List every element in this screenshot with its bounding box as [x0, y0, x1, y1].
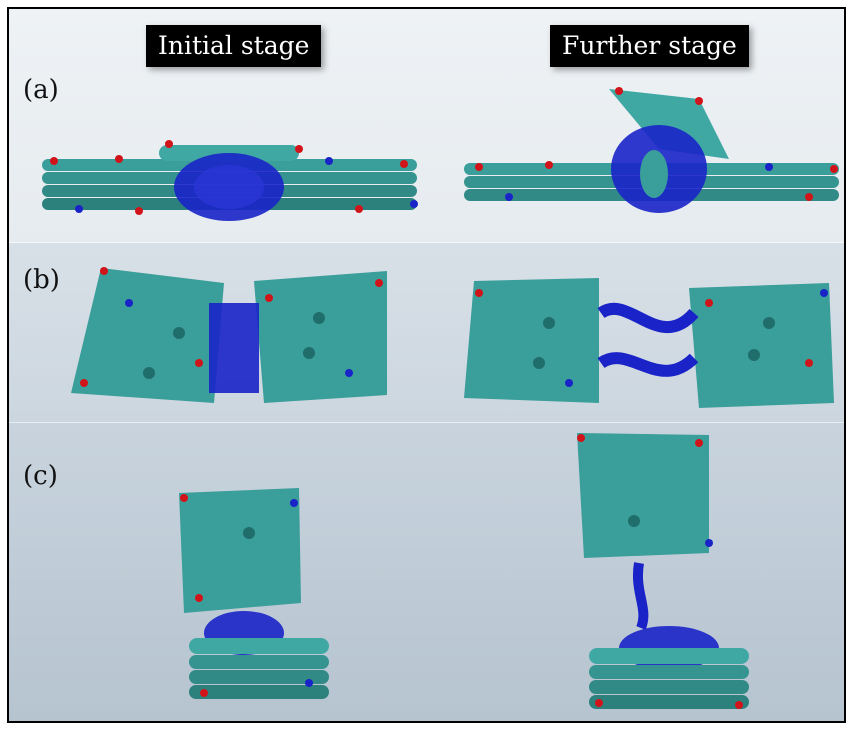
panel-c-scene — [179, 433, 749, 709]
figure-frame: (a) — [7, 7, 846, 723]
functional-groups-c — [180, 434, 743, 709]
panel-label-a: (a) — [23, 75, 59, 105]
panel-b: (b) — [9, 242, 844, 423]
panel-b-scene — [71, 267, 834, 408]
panel-label-c: (c) — [23, 461, 58, 491]
panel-label-b: (b) — [23, 265, 60, 295]
panel-a: (a) — [9, 9, 844, 242]
further-stage-label: Further stage — [550, 25, 749, 67]
sheet-stack-further — [464, 89, 839, 213]
assembly-further — [577, 433, 749, 709]
initial-stage-label: Initial stage — [146, 25, 322, 67]
functional-groups-a — [50, 87, 838, 215]
panel-c: (c) — [9, 422, 844, 721]
functional-groups-b — [80, 267, 828, 387]
panel-a-scene — [42, 87, 839, 221]
graphene-sheets-initial — [71, 268, 387, 403]
sheet-stack-initial — [42, 145, 417, 221]
assembly-initial — [179, 488, 329, 699]
graphene-sheets-further — [464, 278, 834, 408]
